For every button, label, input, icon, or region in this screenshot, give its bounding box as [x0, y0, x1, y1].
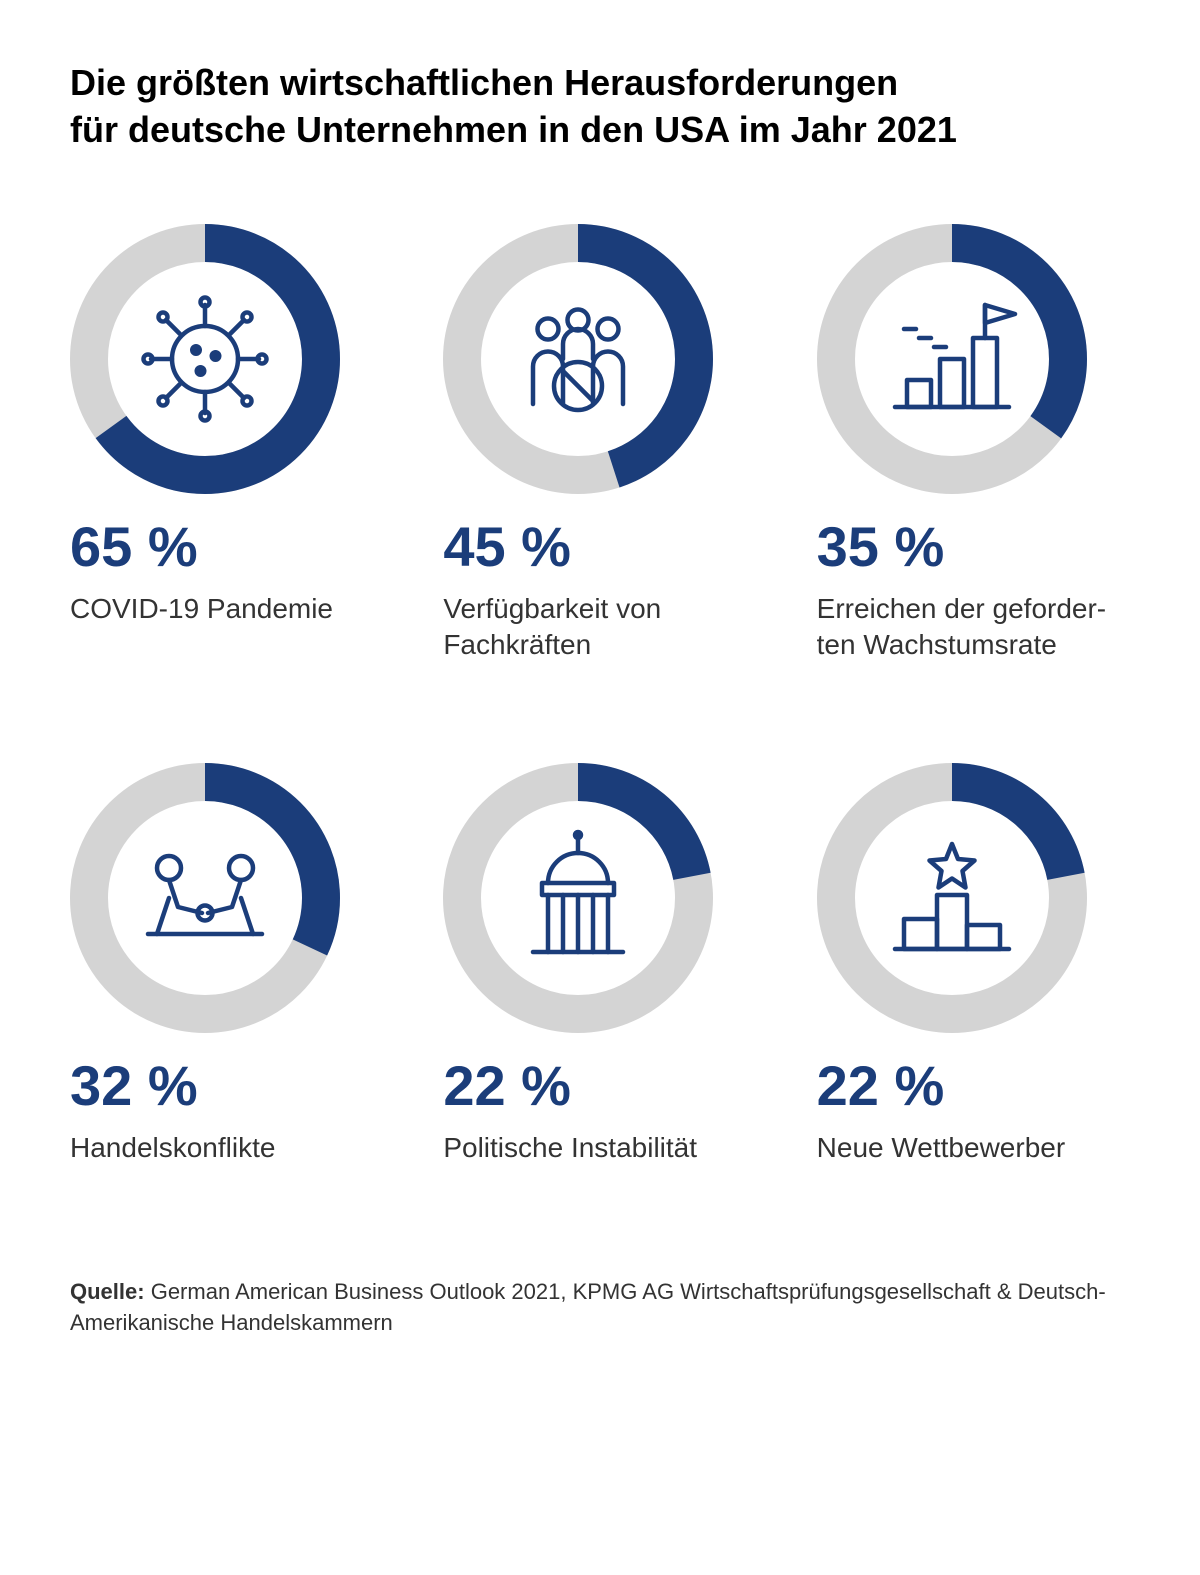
donut-ring: [817, 224, 1087, 494]
donut-item: 22 % Neue Wettbewerber: [817, 763, 1130, 1166]
source-label: Quelle:: [70, 1279, 145, 1304]
donut-grid: 65 % COVID-19 Pandemie 45 % Verfügbarkeit …: [70, 224, 1130, 1167]
item-label: COVID-19 Pandemie: [70, 591, 333, 627]
donut-item: 35 % Erreichen der geforder-ten Wachstums…: [817, 224, 1130, 664]
percentage-value: 22 %: [443, 1053, 571, 1118]
people-icon: [503, 284, 653, 434]
armwrestle-icon: [130, 823, 280, 973]
percentage-value: 35 %: [817, 514, 945, 579]
item-label: Erreichen der geforder-ten Wachstumsrate: [817, 591, 1106, 664]
percentage-value: 32 %: [70, 1053, 198, 1118]
source-text: German American Business Outlook 2021, K…: [70, 1279, 1106, 1335]
item-label: Politische Instabilität: [443, 1130, 697, 1166]
podium-icon: [877, 823, 1027, 973]
percentage-value: 22 %: [817, 1053, 945, 1118]
donut-ring: [817, 763, 1087, 1033]
percentage-value: 45 %: [443, 514, 571, 579]
title-line-2: für deutsche Unternehmen in den USA im J…: [70, 109, 957, 150]
donut-item: 65 % COVID-19 Pandemie: [70, 224, 383, 664]
page-title: Die größten wirtschaftlichen Herausforde…: [70, 60, 1130, 154]
donut-item: 32 % Handelskonflikte: [70, 763, 383, 1166]
capitol-icon: [503, 823, 653, 973]
source-line: Quelle: German American Business Outlook…: [70, 1277, 1130, 1339]
donut-item: 22 % Politische Instabilität: [443, 763, 756, 1166]
donut-ring: [70, 763, 340, 1033]
donut-ring: [70, 224, 340, 494]
donut-ring: [443, 763, 713, 1033]
virus-icon: [130, 284, 280, 434]
title-line-1: Die größten wirtschaftlichen Herausforde…: [70, 62, 898, 103]
item-label: Neue Wettbewerber: [817, 1130, 1066, 1166]
percentage-value: 65 %: [70, 514, 198, 579]
donut-item: 45 % Verfügbarkeit von Fachkräften: [443, 224, 756, 664]
item-label: Verfügbarkeit von Fachkräften: [443, 591, 756, 664]
item-label: Handelskonflikte: [70, 1130, 275, 1166]
growth-icon: [877, 284, 1027, 434]
donut-ring: [443, 224, 713, 494]
